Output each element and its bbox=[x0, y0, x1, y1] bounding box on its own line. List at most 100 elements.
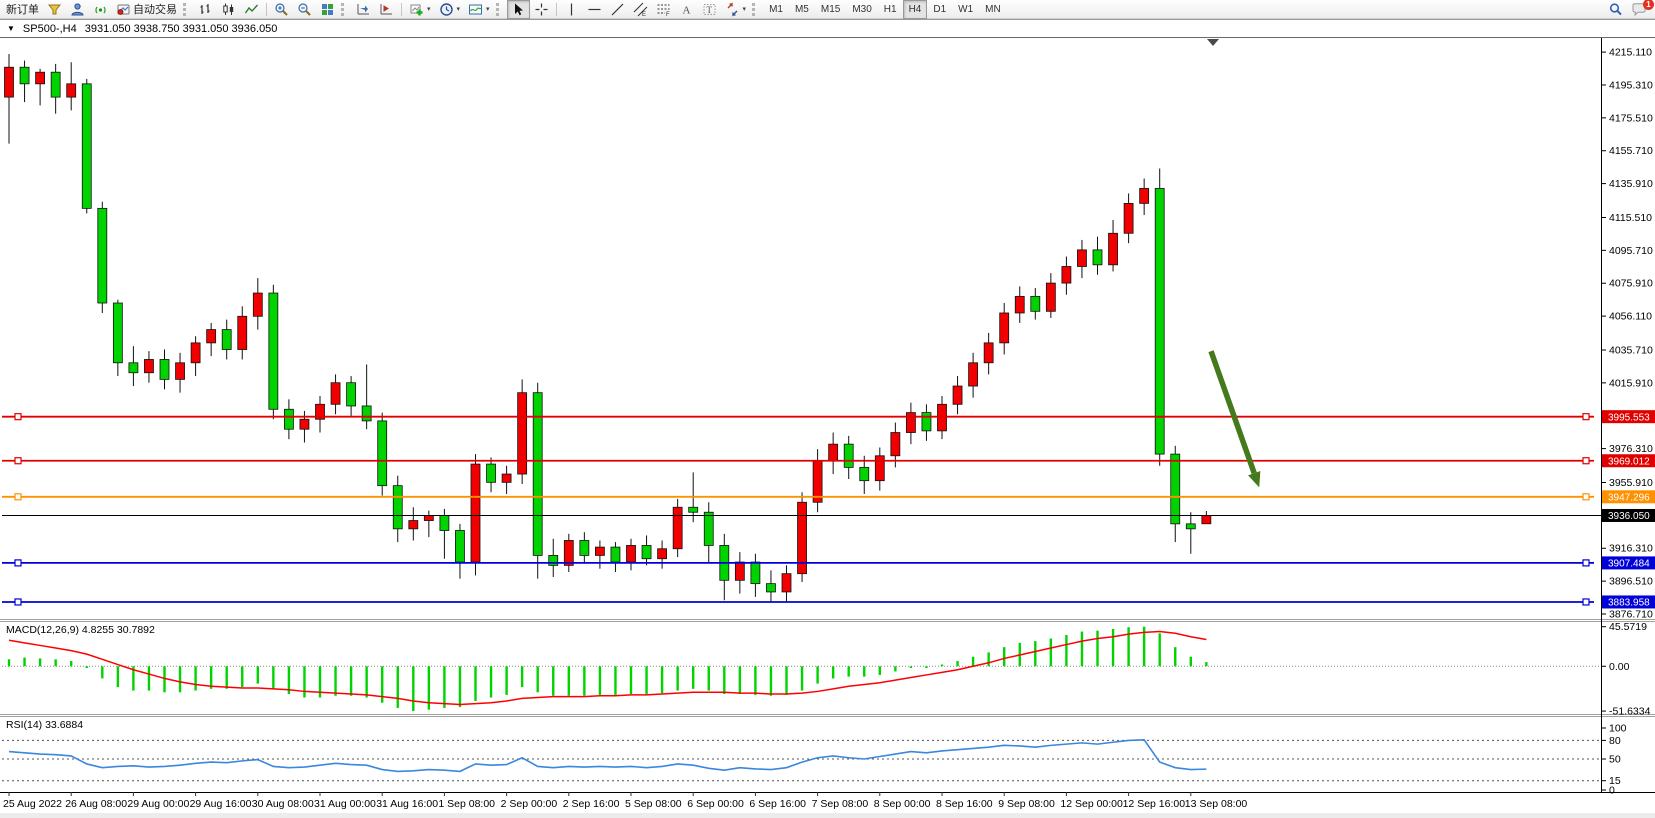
candle-up bbox=[1077, 249, 1087, 267]
signal-icon bbox=[95, 6, 106, 13]
price-tick-label: 3955.910 bbox=[1609, 477, 1653, 489]
price-axis: 4215.110 4195.310 4175.510 4155.710 4135.910… bbox=[1601, 47, 1653, 621]
profile-button[interactable] bbox=[66, 0, 89, 19]
zoom-out-button[interactable] bbox=[293, 0, 316, 19]
add-indicator-button[interactable]: ▾ bbox=[405, 0, 435, 19]
new-order-button[interactable]: 新订单 bbox=[2, 0, 43, 19]
auto-trading-button[interactable]: 自动交易 bbox=[112, 0, 181, 19]
notifications-button[interactable]: 1 bbox=[1627, 0, 1654, 19]
rsi-tick-label: 0 bbox=[1609, 785, 1615, 797]
candle-down bbox=[439, 515, 450, 531]
signals-button[interactable] bbox=[89, 0, 112, 19]
timeframe-m1-button[interactable]: M1 bbox=[769, 3, 783, 15]
toolbar: 新订单 自动交易 bbox=[0, 0, 1655, 19]
timeframe-d1-button[interactable]: D1 bbox=[933, 3, 947, 15]
horizontal-line-tool-button[interactable] bbox=[583, 0, 606, 19]
timeframe-h4-button[interactable]: H4 bbox=[902, 0, 928, 19]
deposit-funnel-button[interactable] bbox=[43, 0, 66, 19]
candle-down bbox=[548, 555, 559, 566]
periods-button[interactable]: ▾ bbox=[435, 0, 465, 19]
candle-down bbox=[283, 408, 294, 430]
time-tick-label: 13 Sep 08:00 bbox=[1185, 798, 1248, 810]
line-handle bbox=[14, 457, 22, 465]
horizontal-line-object[interactable]: 3947.296 bbox=[2, 490, 1655, 503]
timeframe-m5-button[interactable]: M5 bbox=[794, 3, 809, 15]
label-tool-button[interactable]: T bbox=[698, 0, 721, 19]
candle-up bbox=[1014, 295, 1025, 314]
arrows-tool-button[interactable]: ▾ bbox=[721, 0, 751, 19]
arrow-object[interactable] bbox=[1208, 350, 1261, 488]
candle-up bbox=[408, 520, 419, 530]
line-chart-mode-button[interactable] bbox=[240, 0, 263, 19]
line-handle bbox=[1582, 457, 1590, 465]
chart-shift-marker[interactable] bbox=[1207, 39, 1219, 46]
cursor-tool-button[interactable] bbox=[506, 0, 530, 19]
chart-shift-button[interactable] bbox=[375, 0, 398, 19]
search-button[interactable] bbox=[1604, 0, 1627, 19]
candle-down bbox=[766, 583, 776, 593]
zoom-in-button[interactable] bbox=[270, 0, 293, 19]
timeframe-w1-button[interactable]: W1 bbox=[958, 3, 974, 15]
candle-up bbox=[626, 545, 636, 563]
candle-down bbox=[703, 511, 714, 546]
time-tick-label: 1 Sep 08:00 bbox=[438, 798, 495, 810]
time-tick-label: 2 Sep 16:00 bbox=[563, 798, 620, 810]
time-tick-label: 25 Aug 2022 bbox=[3, 798, 62, 810]
candle-down bbox=[128, 362, 139, 374]
macd-label: MACD(12,26,9) 4.8255 30.7892 bbox=[6, 624, 155, 636]
candle-down bbox=[377, 420, 388, 487]
bar-chart-mode-button[interactable] bbox=[194, 0, 217, 19]
auto-scroll-button[interactable] bbox=[352, 0, 375, 19]
candle-down bbox=[159, 359, 170, 380]
candle-down bbox=[1170, 453, 1181, 525]
price-tick-label: 4015.910 bbox=[1609, 377, 1653, 389]
text-tool-button[interactable]: A bbox=[675, 0, 698, 19]
candle-up bbox=[890, 432, 901, 457]
candle-down bbox=[1092, 249, 1103, 266]
chart-ohlc-readout: 3931.050 3938.750 3931.050 3936.050 bbox=[84, 22, 278, 35]
line-handle bbox=[1582, 598, 1590, 606]
line-handle bbox=[1582, 413, 1590, 421]
candle-up bbox=[66, 83, 77, 98]
collapse-arrow-icon[interactable]: ▼ bbox=[7, 24, 15, 33]
clock-icon bbox=[439, 2, 453, 16]
timeframe-h1-button[interactable]: H1 bbox=[883, 3, 897, 15]
candle-up bbox=[1061, 266, 1072, 284]
line-chart-icon bbox=[244, 4, 259, 13]
chart-symbol-period: SP500-,H4 bbox=[22, 22, 77, 35]
timeframe-mn-button[interactable]: MN bbox=[985, 3, 1001, 15]
candle-down bbox=[1154, 188, 1165, 455]
toolbar-separator bbox=[266, 2, 267, 16]
trendline-tool-button[interactable] bbox=[606, 0, 629, 19]
timeframe-m15-button[interactable]: M15 bbox=[820, 3, 841, 15]
tile-windows-icon bbox=[322, 3, 333, 15]
vertical-line-tool-button[interactable] bbox=[560, 0, 583, 19]
toolbar-separator bbox=[555, 2, 557, 16]
tile-windows-button[interactable] bbox=[316, 0, 339, 19]
price-tick-label: 4135.910 bbox=[1609, 178, 1653, 190]
crosshair-tool-button[interactable] bbox=[530, 0, 553, 19]
chart-shift-icon bbox=[380, 3, 392, 14]
channel-tool-button[interactable]: E bbox=[629, 0, 652, 19]
svg-text:F: F bbox=[666, 12, 670, 17]
horizontal-line-object[interactable]: 3995.553 bbox=[2, 410, 1655, 423]
chart-background bbox=[0, 37, 1655, 813]
candle-up bbox=[330, 382, 341, 405]
horizontal-line-object[interactable]: 3969.012 bbox=[2, 454, 1655, 467]
templates-button[interactable]: ▾ bbox=[464, 0, 494, 19]
candlestick-mode-button[interactable] bbox=[217, 0, 240, 19]
vertical-line-icon bbox=[570, 3, 572, 15]
time-tick-label: 8 Sep 00:00 bbox=[874, 798, 931, 810]
time-tick-label: 29 Aug 00:00 bbox=[127, 798, 189, 810]
horizontal-line-object[interactable]: 3883.958 bbox=[2, 595, 1655, 609]
window-bottom-strip bbox=[0, 813, 1655, 818]
cursor-icon bbox=[514, 3, 523, 15]
candle-down bbox=[221, 329, 232, 350]
fibonacci-tool-button[interactable]: F bbox=[652, 0, 675, 19]
horizontal-line-object[interactable]: 3907.484 bbox=[2, 556, 1655, 570]
line-handle bbox=[14, 559, 22, 567]
chart-window: ▼ SP500-,H4 3931.050 3938.750 3931.050 3… bbox=[0, 19, 1655, 818]
timeframe-m30-button[interactable]: M30 bbox=[852, 3, 872, 15]
line-handle bbox=[14, 493, 22, 501]
